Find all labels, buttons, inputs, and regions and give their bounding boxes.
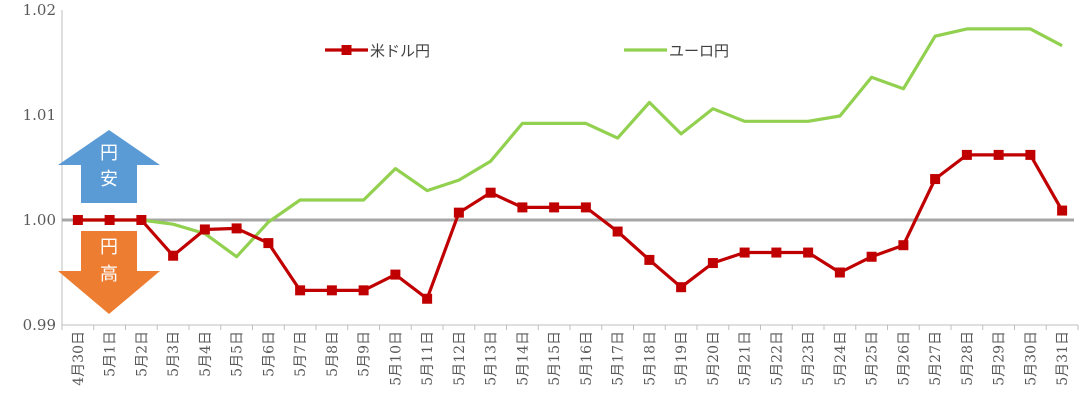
- x-tick-label: 5月27日: [928, 331, 944, 386]
- data-point: [1025, 149, 1036, 160]
- x-tick-label: 5月9日: [357, 331, 373, 377]
- x-tick-label: 5月18日: [642, 331, 658, 386]
- y-tick-label: 1.01: [23, 106, 56, 124]
- yen-strong-arrow: [58, 231, 160, 314]
- data-point: [612, 226, 623, 237]
- x-tick-label: 5月25日: [865, 331, 881, 386]
- series-layer: [72, 27, 1068, 304]
- data-point: [422, 293, 433, 304]
- data-point: [930, 174, 941, 185]
- data-point: [453, 207, 464, 218]
- x-tick-label: 5月21日: [738, 331, 754, 386]
- data-point: [326, 285, 337, 296]
- x-tick-label: 5月26日: [896, 331, 912, 386]
- legend-label-eur: ユーロ円: [669, 42, 729, 60]
- x-tick-label: 5月28日: [960, 331, 976, 386]
- x-tick-label: 5月31日: [1055, 331, 1071, 386]
- series-line: [77, 27, 1063, 259]
- data-point: [199, 224, 210, 235]
- yen-weak-arrow: [58, 130, 160, 203]
- y-tick-label: 1.02: [23, 1, 56, 19]
- axes: [61, 10, 1079, 330]
- x-tick-label: 5月1日: [103, 331, 119, 377]
- x-tick-label: 5月15日: [547, 331, 563, 386]
- data-point: [580, 202, 591, 213]
- x-tick-label: 4月30日: [71, 331, 87, 386]
- data-point: [644, 254, 655, 265]
- data-point: [834, 267, 845, 278]
- yen-strong-label-char: 高: [100, 264, 118, 285]
- data-point: [898, 240, 909, 251]
- x-tick-label: 5月4日: [198, 331, 214, 377]
- data-point: [961, 149, 972, 160]
- x-tick-label: 5月11日: [420, 331, 436, 386]
- legend-label-usd: 米ドル円: [370, 42, 430, 60]
- x-tick-label: 5月3日: [166, 331, 182, 377]
- x-tick-label: 5月16日: [579, 331, 595, 386]
- data-point: [676, 282, 687, 293]
- x-tick-label: 5月19日: [674, 331, 690, 386]
- data-point: [72, 215, 83, 225]
- data-point: [231, 223, 242, 234]
- data-point: [866, 251, 877, 262]
- series-line: [77, 153, 1064, 301]
- data-point: [168, 250, 179, 261]
- x-tick-label: 5月7日: [293, 331, 309, 377]
- yen-weak-label-char: 安: [100, 169, 118, 190]
- data-point: [1057, 205, 1068, 216]
- x-tick-labels: 4月30日 5月1日 5月2日 5月3日 5月4日 5月5日 5月6日 5月7日 5月8日 5月9…: [71, 331, 1071, 386]
- x-tick-label: 5月12日: [452, 331, 468, 386]
- data-point: [993, 149, 1004, 160]
- x-tick-label: 5月24日: [833, 331, 849, 386]
- data-point: [358, 285, 369, 296]
- data-point: [485, 187, 496, 198]
- legend-marker-usd: [341, 45, 352, 55]
- y-tick-labels: 0.99 1.00 1.01 1.02: [23, 1, 56, 334]
- yen-weak-label-char: 円: [100, 143, 118, 164]
- x-tick-label: 5月17日: [611, 331, 627, 386]
- x-tick-label: 5月6日: [261, 331, 277, 377]
- x-tick-label: 5月2日: [134, 331, 150, 377]
- x-tick-label: 5月30日: [1023, 331, 1039, 386]
- data-point: [517, 202, 528, 213]
- y-tick-label: 1.00: [23, 211, 56, 229]
- data-point: [136, 215, 147, 225]
- data-point: [390, 269, 401, 280]
- x-tick-label: 5月5日: [230, 331, 246, 377]
- data-point: [707, 258, 718, 269]
- data-point: [771, 247, 782, 258]
- data-point: [549, 202, 560, 213]
- x-tick-label: 5月20日: [706, 331, 722, 386]
- yen-strong-label-char: 円: [100, 237, 118, 258]
- legend: 米ドル円 ユーロ円: [325, 42, 729, 60]
- x-tick-label: 5月29日: [992, 331, 1008, 386]
- data-point: [263, 238, 274, 249]
- data-point: [739, 247, 750, 258]
- data-point: [295, 285, 306, 296]
- y-tick-label: 0.99: [23, 316, 56, 334]
- data-point: [803, 247, 814, 258]
- x-tick-label: 5月23日: [801, 331, 817, 386]
- x-tick-label: 5月14日: [515, 331, 531, 386]
- data-point: [104, 215, 115, 225]
- x-tick-label: 5月8日: [325, 331, 341, 377]
- x-tick-label: 5月10日: [388, 331, 404, 386]
- x-tick-label: 5月13日: [484, 331, 500, 386]
- x-tick-label: 5月22日: [769, 331, 785, 386]
